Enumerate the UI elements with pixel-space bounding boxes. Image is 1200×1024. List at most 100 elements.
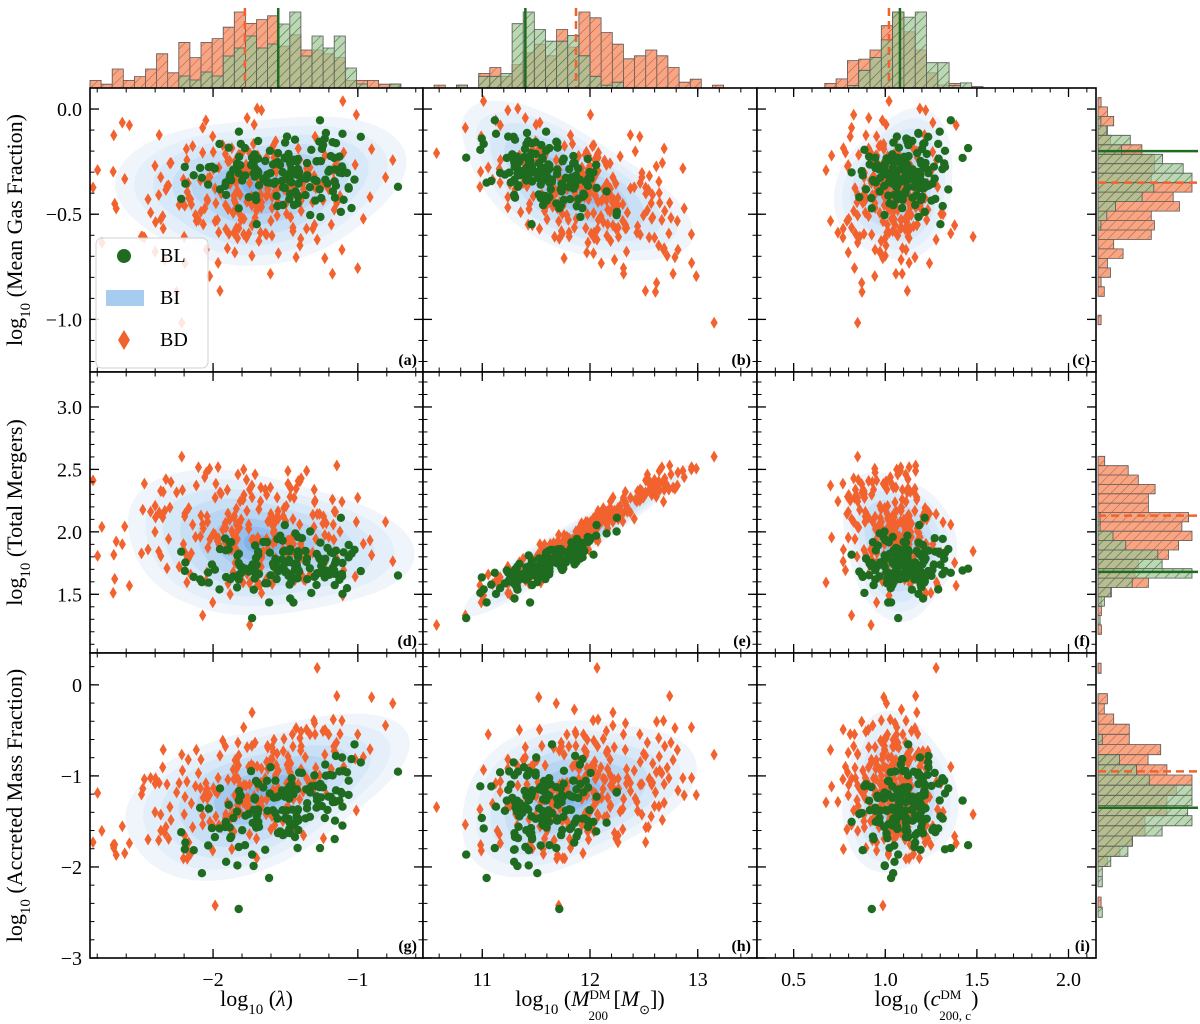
bl-point <box>210 832 220 842</box>
bl-point <box>865 559 874 568</box>
bd-point <box>286 490 294 503</box>
legend-entry-bl: BL <box>117 245 186 267</box>
bd-point <box>280 502 288 515</box>
bd-point <box>634 485 642 498</box>
panel-tag: (d) <box>397 633 417 650</box>
bd-point <box>274 512 283 525</box>
bd-point <box>880 199 888 212</box>
bl-point <box>918 818 927 828</box>
bd-point <box>223 242 231 255</box>
bd-point <box>283 758 291 771</box>
bd-point <box>651 285 660 298</box>
bl-point <box>280 520 289 530</box>
bd-point <box>626 784 635 797</box>
bd-point <box>655 475 663 488</box>
bd-point <box>610 741 618 754</box>
bd-point <box>593 808 602 821</box>
bl-point <box>264 178 274 187</box>
bd-point <box>921 836 929 849</box>
bl-point <box>894 153 903 162</box>
label-part: 10 <box>18 563 34 578</box>
bd-point <box>237 513 245 526</box>
bl-point <box>207 823 217 833</box>
bd-point <box>248 491 256 504</box>
top-marginal-histograms <box>89 8 984 89</box>
bd-point <box>882 239 890 252</box>
bl-point <box>290 135 300 144</box>
bd-point <box>526 197 534 210</box>
bd-point <box>221 740 229 753</box>
bl-point <box>572 814 581 823</box>
bl-point <box>880 861 889 871</box>
bl-point <box>510 845 519 854</box>
bl-point <box>479 585 488 594</box>
bd-point <box>604 791 612 804</box>
bd-point <box>652 276 661 289</box>
bd-point <box>287 211 295 224</box>
bd-point <box>860 815 868 828</box>
bd-point <box>209 527 218 540</box>
y-tick-label: 2.5 <box>57 459 82 481</box>
bd-point <box>311 130 319 143</box>
bl-point <box>572 201 581 211</box>
bl-point <box>873 793 883 803</box>
bd-point <box>296 793 304 806</box>
bd-point <box>321 528 329 541</box>
bd-point <box>877 769 886 782</box>
bd-point <box>862 129 870 142</box>
bl-point <box>252 220 261 229</box>
bd-point <box>125 837 134 850</box>
bd-point <box>872 844 881 857</box>
bd-point <box>477 838 485 851</box>
bd-point <box>112 848 120 861</box>
bl-point <box>612 787 622 797</box>
bl-point <box>197 869 207 878</box>
bd-point <box>389 555 397 568</box>
bl-point <box>592 792 601 801</box>
bd-point <box>858 478 866 491</box>
bl-point <box>923 770 932 780</box>
bd-point <box>157 808 165 821</box>
bl-point <box>482 598 491 607</box>
bd-point <box>912 750 920 763</box>
bd-point <box>854 520 862 533</box>
bd-point <box>673 214 681 227</box>
bd-point <box>232 502 240 515</box>
bd-point <box>215 226 223 239</box>
bl-point <box>541 191 550 201</box>
bd-point <box>879 899 887 912</box>
bl-point <box>495 584 505 593</box>
bd-point <box>310 218 319 231</box>
bl-point <box>292 785 302 794</box>
bd-point <box>911 482 919 495</box>
bd-point <box>912 690 920 703</box>
bl-point <box>581 178 590 187</box>
bd-point <box>916 760 924 773</box>
bl-point <box>537 783 546 792</box>
bd-point <box>476 180 484 193</box>
bl-point <box>476 782 485 791</box>
bd-point <box>848 221 856 234</box>
bd-point <box>854 747 862 760</box>
y-tick-label: 0 <box>72 675 82 697</box>
bl-point <box>520 786 529 796</box>
bd-point <box>915 852 924 865</box>
bl-point <box>305 183 315 192</box>
bd-point <box>904 473 912 486</box>
bd-point <box>656 196 664 209</box>
bd-point <box>327 763 335 776</box>
bd-point <box>111 572 119 585</box>
bl-point <box>293 843 302 853</box>
bl-point <box>514 822 523 831</box>
bl-point <box>356 566 365 576</box>
bl-point <box>180 566 189 576</box>
bd-point <box>290 491 298 504</box>
bl-point <box>873 541 883 550</box>
bd-point <box>306 728 314 741</box>
y-tick-label: 3.0 <box>57 397 82 419</box>
bd-point <box>898 267 906 280</box>
bl-point <box>858 171 867 180</box>
bd-point <box>904 230 912 243</box>
bd-point <box>854 473 862 486</box>
bd-point <box>614 221 622 234</box>
